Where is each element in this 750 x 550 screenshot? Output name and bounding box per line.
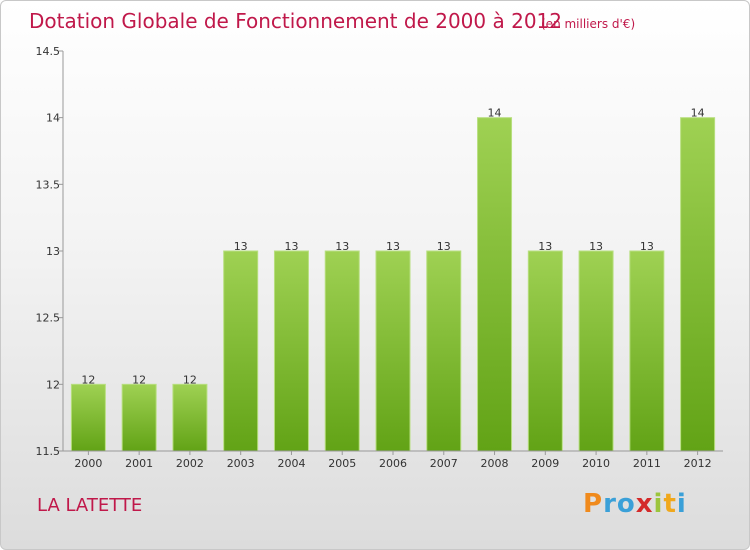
bar-2006 — [375, 250, 411, 452]
x-axis: 2000 2001 2002 2003 2004 2005 2006 2007 2008 2009… — [63, 450, 723, 470]
data-label-2011: 13 — [640, 240, 654, 253]
y-tick-label: 12 — [46, 378, 60, 391]
bars-group: 12 12 12 13 13 13 13 13 14 13 13 13 14 — [70, 107, 716, 452]
chart-title: Dotation Globale de Fonctionnement de 20… — [29, 9, 562, 33]
bar-2009 — [527, 250, 563, 452]
y-tick-label: 14 — [46, 112, 60, 125]
bar-2011 — [629, 250, 665, 452]
x-tick-label-2002: 2002 — [176, 457, 204, 470]
data-label-2005: 13 — [335, 240, 349, 253]
data-label-2002: 12 — [183, 373, 197, 386]
y-tick-label: 11.5 — [36, 445, 61, 458]
logo-letter: r — [603, 489, 617, 519]
logo-letter: P — [583, 489, 604, 519]
x-tick-label-2000: 2000 — [74, 457, 102, 470]
data-label-2009: 13 — [538, 240, 552, 253]
data-label-2007: 13 — [437, 240, 451, 253]
y-tick-label: 13.5 — [36, 178, 61, 191]
bar-2010 — [578, 250, 614, 452]
bar-2002 — [172, 383, 208, 452]
data-label-2001: 12 — [132, 373, 146, 386]
x-tick-label-2004: 2004 — [277, 457, 305, 470]
commune-name: LA LATETTE — [37, 495, 143, 516]
bar-2003 — [223, 250, 259, 452]
bar-2008 — [477, 117, 513, 452]
data-label-2003: 13 — [234, 240, 248, 253]
x-tick-label-2011: 2011 — [633, 457, 661, 470]
y-axis: 11.5 12 12.5 13 13.5 14 14.5 — [36, 45, 64, 458]
x-tick-label-2001: 2001 — [125, 457, 153, 470]
data-label-2010: 13 — [589, 240, 603, 253]
x-tick-label-2008: 2008 — [481, 457, 509, 470]
bar-2005 — [324, 250, 360, 452]
logo-letter: i — [676, 489, 687, 519]
data-label-2008: 14 — [488, 107, 502, 120]
logo-letter: i — [653, 489, 664, 519]
bar-2012 — [680, 117, 716, 452]
bar-2004 — [273, 250, 309, 452]
x-tick-label-2009: 2009 — [531, 457, 559, 470]
proxiti-logo[interactable]: Proxiti — [583, 489, 687, 519]
y-tick-label: 14.5 — [36, 45, 61, 58]
x-tick-label-2012: 2012 — [684, 457, 712, 470]
bar-2000 — [70, 383, 106, 452]
data-label-2004: 13 — [284, 240, 298, 253]
x-tick-label-2010: 2010 — [582, 457, 610, 470]
x-tick-label-2007: 2007 — [430, 457, 458, 470]
y-tick-label: 12.5 — [36, 312, 61, 325]
bar-2007 — [426, 250, 462, 452]
logo-letter: x — [635, 489, 654, 519]
logo-letter: o — [616, 489, 636, 519]
data-label-2000: 12 — [81, 373, 95, 386]
data-label-2012: 14 — [691, 107, 705, 120]
bar-2001 — [121, 383, 157, 452]
chart-subtitle: (en milliers d'€) — [541, 17, 636, 31]
x-tick-label-2006: 2006 — [379, 457, 407, 470]
x-tick-label-2005: 2005 — [328, 457, 356, 470]
logo-letter: t — [663, 489, 677, 519]
data-label-2006: 13 — [386, 240, 400, 253]
y-tick-label: 13 — [46, 245, 60, 258]
x-tick-label-2003: 2003 — [227, 457, 255, 470]
